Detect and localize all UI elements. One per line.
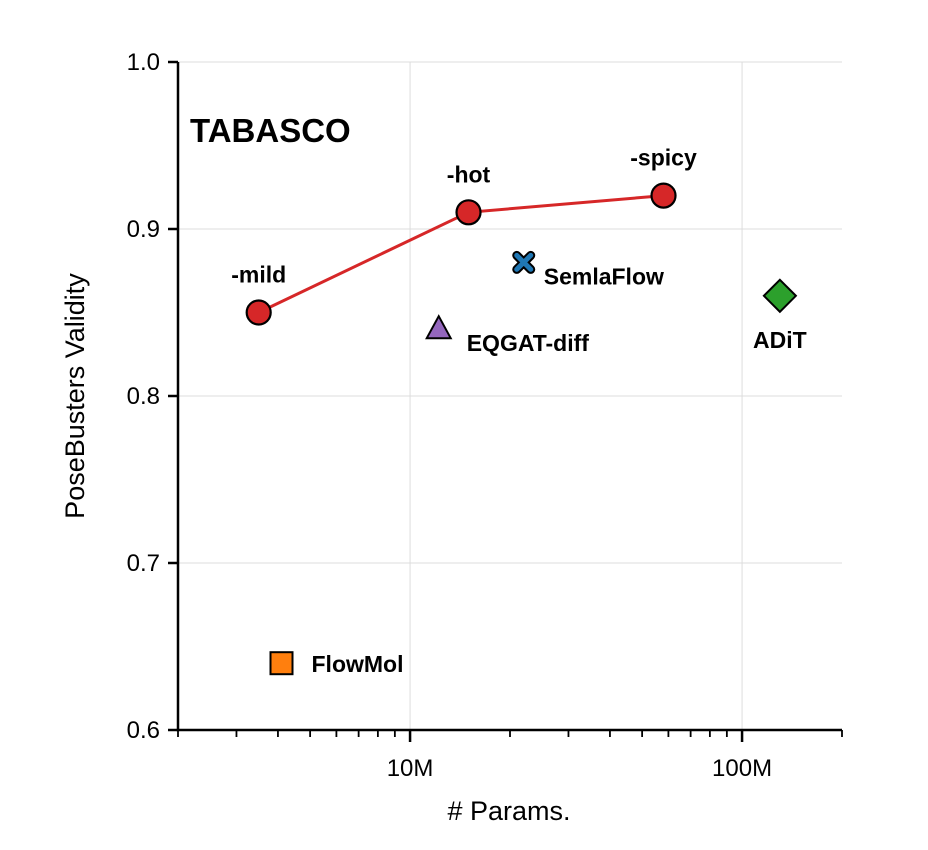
y-tick-label: 0.6 [127,717,160,744]
series-semlaflow [512,250,536,274]
data-point [425,314,453,340]
x-tick-label: 10M [387,755,434,782]
point-label: SemlaFlow [544,263,664,289]
y-tick-label: 0.8 [127,383,160,410]
point-label: -spicy [630,145,697,171]
point-label: FlowMol [312,651,404,677]
y-tick-label: 0.9 [127,216,160,243]
y-tick-label: 1.0 [127,49,160,76]
ticks: 0.6 0.7 0.8 0.9 1.0 10M 100M [127,49,843,782]
grid [178,61,842,731]
data-point [762,278,798,314]
x-tick-label: 100M [712,755,772,782]
x-axis-title: # Params. [447,796,570,826]
series-layer [245,182,798,676]
labels-layer: -mild -hot -spicy SemlaFlow EQGAT-diff ADiT Fl… [231,145,807,678]
point-label: -mild [231,262,286,288]
chart-title: TABASCO [190,112,351,149]
y-axis-title: PoseBusters Validity [60,273,90,519]
series-adit [762,278,798,314]
point-label: EQGAT-diff [467,330,590,356]
data-point [245,299,272,326]
series-flowmol [269,651,294,676]
y-tick-label: 0.7 [127,550,160,577]
point-label: -hot [447,161,491,187]
data-point [455,199,482,226]
series-tabasco [245,182,677,326]
data-point [514,252,534,272]
data-point [269,651,294,676]
series-eqgat-diff [425,314,453,340]
point-label: ADiT [753,327,807,353]
data-point [650,182,677,209]
